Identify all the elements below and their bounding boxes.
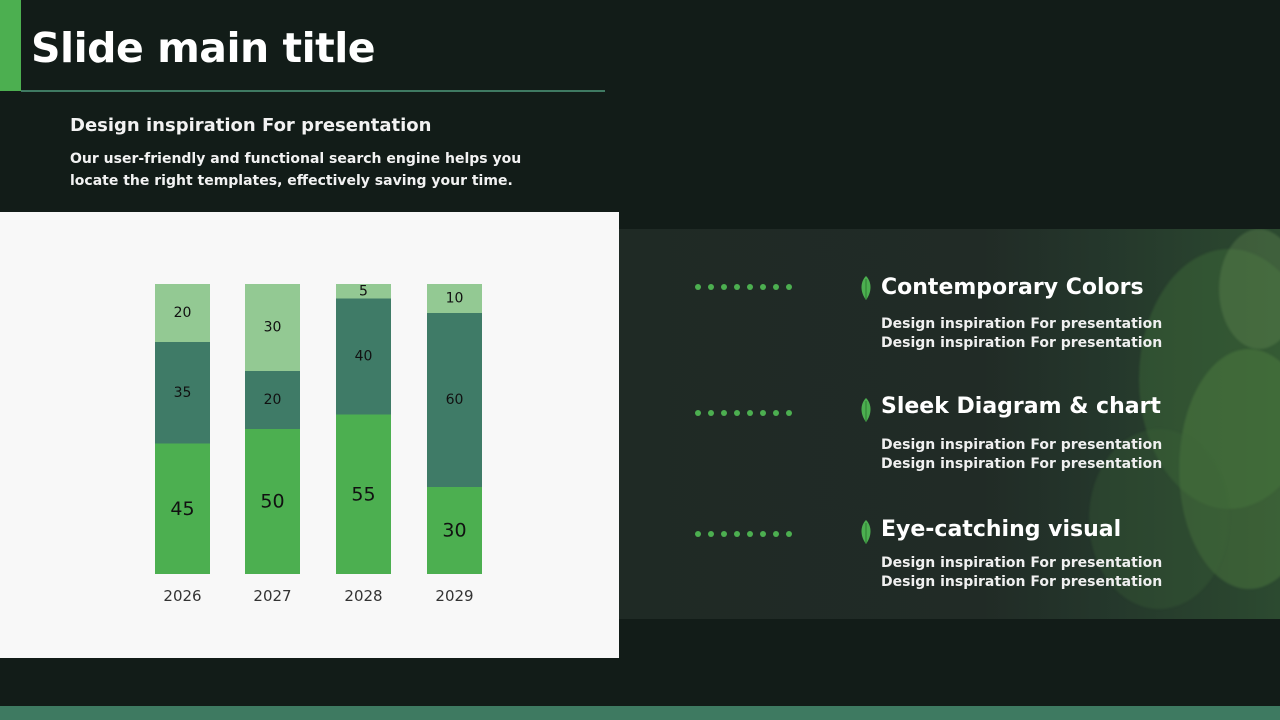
bar-segment: [336, 414, 391, 574]
bar-segment: [336, 298, 391, 415]
bar-value-label: 30: [264, 320, 282, 336]
leaf-icon: [861, 398, 871, 422]
feature-text: Design inspiration For presentation: [881, 555, 1163, 571]
x-axis-tick-label: 2026: [163, 587, 201, 605]
bar-value-label: 5: [359, 283, 368, 299]
bar-segment: [155, 284, 210, 342]
bar-value-label: 55: [351, 483, 375, 505]
slide-title: Slide main title: [31, 24, 376, 72]
bar-value-label: 60: [446, 392, 464, 408]
dotted-connector: [695, 410, 792, 416]
bar-segment: [336, 284, 391, 299]
bar-value-label: 30: [442, 520, 466, 542]
feature-title: Sleek Diagram & chart: [881, 394, 1161, 419]
bar-segment: [245, 429, 300, 574]
dotted-connector: [695, 531, 792, 537]
title-accent-bar: [0, 0, 21, 91]
feature-text: Design inspiration For presentation: [881, 456, 1163, 472]
slide-description: Our user-friendly and functional search …: [70, 148, 550, 192]
bar-value-label: 20: [264, 392, 282, 408]
feature-title: Contemporary Colors: [881, 275, 1144, 300]
bar-segment: [427, 487, 482, 574]
bar-segment: [245, 284, 300, 371]
bar-value-label: 50: [260, 491, 284, 513]
bar-segment: [427, 284, 482, 313]
title-underline: [21, 90, 605, 92]
description-line-2: locate the right templates, effectively …: [70, 173, 513, 189]
bar-segment: [427, 313, 482, 487]
bottom-accent-bar: [0, 706, 1280, 720]
leaf-icon: [861, 276, 871, 300]
dotted-connector: [695, 284, 792, 290]
feature-title: Eye-catching visual: [881, 517, 1122, 542]
x-axis-tick-label: 2029: [435, 587, 473, 605]
chart-panel: 45 35 20 2026 50 20 30 2027 55 40 5 2028 30 60 10 2029: [0, 212, 619, 658]
bar-value-label: 40: [355, 349, 373, 365]
x-axis-tick-label: 2028: [344, 587, 382, 605]
feature-text: Design inspiration For presentation: [881, 437, 1163, 453]
feature-text: Design inspiration For presentation: [881, 335, 1163, 351]
x-axis-tick-label: 2027: [253, 587, 291, 605]
foliage-decoration: [1219, 229, 1280, 349]
leaf-icon: [861, 520, 871, 544]
foliage-decoration: [1139, 249, 1280, 509]
feature-text: Design inspiration For presentation: [881, 316, 1163, 332]
bar-value-label: 20: [174, 305, 192, 321]
foliage-decoration: [1179, 349, 1280, 589]
bar-value-label: 45: [170, 498, 194, 520]
feature-text: Design inspiration For presentation: [881, 574, 1163, 590]
stacked-bar-chart: 45 35 20 2026 50 20 30 2027 55 40 5 2028 30 60 10 2029: [155, 283, 482, 605]
bar-value-label: 35: [174, 385, 192, 401]
slide-subtitle: Design inspiration For presentation: [70, 115, 432, 136]
bar-segment: [155, 443, 210, 574]
bar-segment: [155, 342, 210, 444]
feature-panel: Contemporary Colors Design inspiration F…: [619, 229, 1280, 619]
bar-value-label: 10: [446, 291, 464, 307]
bar-segment: [245, 371, 300, 429]
description-line-1: Our user-friendly and functional search …: [70, 151, 522, 167]
foliage-decoration: [1089, 429, 1229, 609]
